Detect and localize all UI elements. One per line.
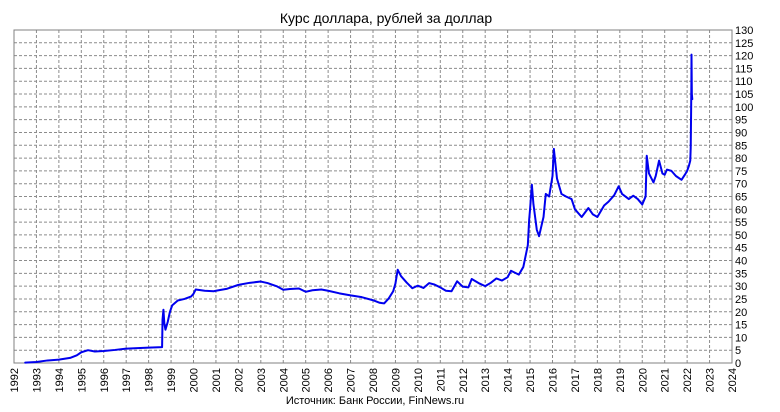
source-note: Источник: Банк России, FinNews.ru xyxy=(286,395,464,407)
y-tick-label: 95 xyxy=(735,115,747,127)
y-tick-label: 125 xyxy=(735,38,753,50)
x-tick-label: 2003 xyxy=(256,368,268,392)
y-tick-label: 15 xyxy=(735,320,747,332)
y-tick-label: 10 xyxy=(735,332,747,344)
y-tick-label: 105 xyxy=(735,89,753,101)
y-tick-label: 65 xyxy=(735,192,747,204)
chart-title: Курс доллара, рублей за доллар xyxy=(280,10,493,26)
y-tick-label: 55 xyxy=(735,217,747,229)
x-tick-label: 1999 xyxy=(166,368,178,392)
x-tick-label: 2018 xyxy=(592,368,604,392)
x-tick-label: 2023 xyxy=(705,368,717,392)
y-tick-label: 115 xyxy=(735,63,753,75)
x-tick-label: 2010 xyxy=(413,368,425,392)
series-layer xyxy=(24,53,694,364)
x-axis: 1992 1993 1994 1995 1996 1997 1998 1999 2000 2001… xyxy=(9,368,739,392)
grid xyxy=(13,29,733,364)
y-tick-label: 120 xyxy=(735,51,753,63)
x-tick-label: 2004 xyxy=(278,368,290,392)
x-tick-label: 1998 xyxy=(144,368,156,392)
x-tick-label: 2005 xyxy=(301,368,313,392)
y-tick-label: 100 xyxy=(735,102,753,114)
y-tick-label: 20 xyxy=(735,307,747,319)
x-tick-label: 2022 xyxy=(682,368,694,392)
x-tick-label: 2021 xyxy=(660,368,672,392)
series-line xyxy=(24,53,694,364)
y-tick-label: 80 xyxy=(735,153,747,165)
y-tick-label: 130 xyxy=(735,25,753,37)
x-tick-label: 2012 xyxy=(458,368,470,392)
x-tick-label: 2001 xyxy=(211,368,223,392)
x-tick-label: 1994 xyxy=(54,368,66,392)
x-tick-label: 2011 xyxy=(435,368,447,392)
y-tick-label: 25 xyxy=(735,294,747,306)
y-tick-label: 75 xyxy=(735,166,747,178)
x-tick-label: 2020 xyxy=(637,368,649,392)
x-tick-label: 2016 xyxy=(548,368,560,392)
y-tick-label: 90 xyxy=(735,127,747,139)
x-tick-label: 2006 xyxy=(323,368,335,392)
y-axis: 0510152025303540455055606570758085909510… xyxy=(735,25,753,370)
x-tick-label: 2017 xyxy=(570,368,582,392)
plot-frame xyxy=(13,29,733,364)
x-tick-label: 2019 xyxy=(615,368,627,392)
y-tick-label: 70 xyxy=(735,179,747,191)
y-tick-label: 50 xyxy=(735,230,747,242)
y-tick-label: 35 xyxy=(735,268,747,280)
x-tick-label: 2013 xyxy=(480,368,492,392)
y-tick-label: 40 xyxy=(735,256,747,268)
x-tick-label: 1992 xyxy=(9,368,21,392)
x-tick-label: 2002 xyxy=(233,368,245,392)
x-tick-label: 2015 xyxy=(525,368,537,392)
x-tick-label: 2007 xyxy=(346,368,358,392)
x-tick-label: 1993 xyxy=(31,368,43,392)
x-tick-label: 1996 xyxy=(99,368,111,392)
x-tick-label: 1995 xyxy=(76,368,88,392)
x-tick-label: 2008 xyxy=(368,368,380,392)
y-tick-label: 30 xyxy=(735,281,747,293)
y-tick-label: 85 xyxy=(735,140,747,152)
x-tick-label: 2000 xyxy=(189,368,201,392)
y-tick-label: 110 xyxy=(735,76,753,88)
x-tick-label: 2024 xyxy=(727,368,739,392)
x-tick-label: 2014 xyxy=(503,368,515,392)
y-tick-label: 45 xyxy=(735,243,747,255)
y-tick-label: 5 xyxy=(735,345,741,357)
x-tick-label: 1997 xyxy=(121,368,133,392)
y-tick-label: 60 xyxy=(735,204,747,216)
y-tick-label: 0 xyxy=(735,358,741,370)
x-tick-label: 2009 xyxy=(390,368,402,392)
